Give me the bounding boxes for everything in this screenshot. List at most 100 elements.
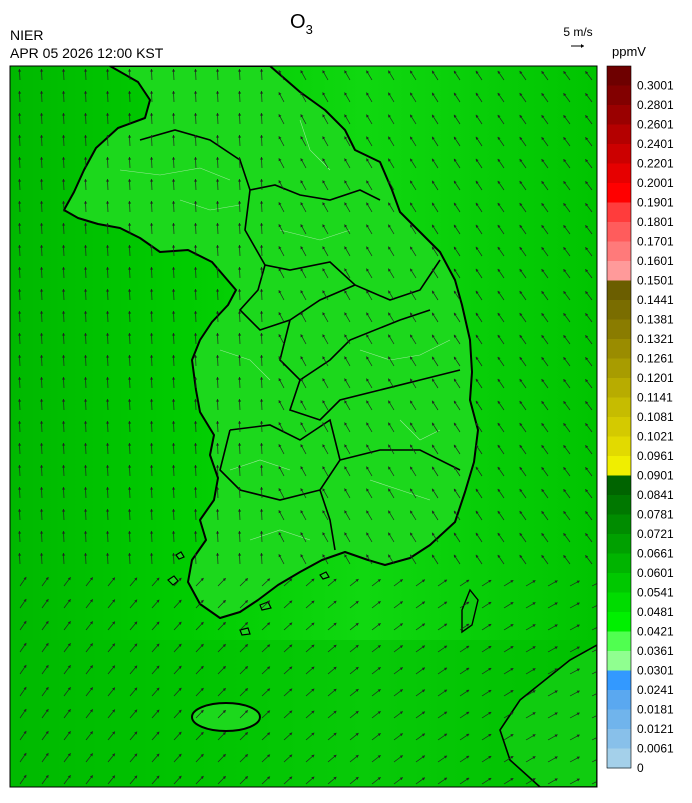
wind-arrow-head: [519, 555, 523, 558]
wind-arrow-head: [453, 422, 457, 426]
wind-arrow-head: [194, 245, 198, 248]
wind-arrow-head: [216, 553, 220, 556]
wind-arrow-head: [388, 312, 391, 316]
wind-arrow-head: [519, 335, 523, 338]
wind-arrow-head: [216, 135, 220, 138]
colorbar-label: 0.2201: [637, 157, 674, 171]
wind-arrow-head: [453, 466, 457, 470]
wind-arrow-head: [40, 201, 44, 204]
wind-arrow-head: [563, 357, 567, 361]
wind-arrow-head: [585, 357, 589, 361]
wind-arrow-head: [541, 225, 545, 229]
sea-field-south: [10, 640, 597, 787]
wind-arrow-head: [519, 445, 523, 448]
wind-arrow-head: [156, 665, 160, 669]
wind-arrow-head: [150, 553, 154, 556]
wind-arrow-head: [444, 579, 448, 583]
wind-arrow-head: [238, 421, 242, 424]
wind-arrow-head: [311, 600, 315, 604]
wind-arrow-head: [106, 509, 110, 512]
wind-arrow-head: [40, 223, 44, 226]
jeju-island: [191, 702, 261, 732]
wind-arrow-head: [278, 180, 282, 184]
wind-arrow-head: [563, 181, 567, 185]
wind-arrow-head: [399, 777, 403, 781]
wind-arrow-head: [238, 245, 242, 248]
wind-arrow-head: [519, 159, 523, 162]
wind-arrow-head: [194, 311, 198, 314]
wind-arrow-head: [377, 601, 381, 605]
wind-arrow-head: [322, 422, 326, 426]
wind-arrow-head: [585, 489, 589, 493]
wind-arrow-head: [475, 202, 479, 206]
colorbar-label: 0.0361: [637, 644, 674, 658]
wind-arrow-head: [388, 532, 391, 536]
wind-arrow-head: [599, 735, 602, 738]
wind-arrow-head: [585, 291, 589, 295]
colorbar-label: 0.0241: [637, 683, 674, 697]
wind-arrow-head: [432, 180, 435, 184]
wind-arrow-head: [106, 311, 110, 314]
wind-arrow-head: [194, 377, 198, 380]
wind-arrow-head: [585, 335, 589, 339]
wind-arrow-head: [278, 356, 282, 360]
wind-arrow-head: [84, 333, 88, 336]
wind-arrow-head: [18, 487, 22, 490]
wind-arrow-head: [67, 599, 71, 603]
wind-arrow-head: [84, 223, 88, 226]
wind-arrow-head: [18, 267, 22, 270]
wind-arrow-head: [432, 224, 435, 228]
wind-arrow-head: [156, 643, 160, 647]
wind-arrow-head: [410, 114, 413, 118]
wind-arrow-head: [333, 710, 337, 714]
wind-arrow-head: [366, 378, 370, 382]
wind-arrow-head: [67, 731, 71, 735]
wind-arrow-head: [238, 531, 242, 534]
wind-arrow-head: [40, 91, 44, 94]
wind-arrow-head: [311, 644, 315, 648]
wind-arrow-head: [344, 554, 348, 558]
wind-arrow-head: [300, 378, 304, 382]
wind-arrow-head: [216, 465, 220, 468]
wind-arrow-head: [563, 379, 567, 383]
wind-arrow-head: [541, 401, 545, 405]
wind-arrow-head: [475, 488, 479, 492]
wind-arrow-head: [541, 313, 545, 317]
wind-arrow-head: [216, 421, 220, 424]
wind-arrow-head: [194, 553, 198, 556]
wind-arrow-head: [311, 688, 315, 692]
wind-arrow-head: [377, 689, 381, 693]
wind-arrow-head: [278, 268, 282, 272]
wind-arrow-head: [497, 70, 501, 74]
wind-arrow-head: [585, 423, 589, 427]
wind-arrow-head: [410, 92, 413, 96]
wind-arrow-head: [475, 158, 479, 162]
wind-arrow-head: [300, 510, 304, 514]
wind-arrow-head: [194, 487, 198, 490]
wind-arrow-head: [532, 712, 536, 716]
wind-arrow-head: [216, 289, 220, 292]
wind-arrow-head: [488, 602, 492, 605]
wind-arrow-head: [18, 531, 22, 534]
wind-arrow-head: [289, 732, 293, 736]
wind-arrow-head: [300, 422, 304, 426]
wind-arrow-head: [40, 311, 44, 314]
wind-arrow-head: [563, 489, 567, 493]
wind-arrow-head: [432, 510, 435, 514]
wind-arrow-head: [322, 532, 326, 536]
colorbar-box: [607, 690, 631, 710]
colorbar-box: [607, 261, 631, 281]
wind-arrow-head: [178, 643, 182, 647]
wind-arrow-head: [238, 311, 242, 314]
wind-arrow-head: [497, 466, 501, 470]
wind-arrow-head: [156, 577, 160, 581]
wind-arrow-head: [388, 70, 391, 74]
wind-arrow-head: [62, 553, 66, 556]
wind-arrow-head: [150, 201, 154, 204]
colorbar-label: 0.1201: [637, 371, 674, 385]
wind-arrow-head: [366, 202, 370, 206]
wind-arrow-head: [388, 400, 391, 404]
wind-arrow-head: [519, 291, 523, 294]
wind-arrow-head: [585, 533, 589, 537]
wind-arrow-head: [172, 443, 176, 446]
